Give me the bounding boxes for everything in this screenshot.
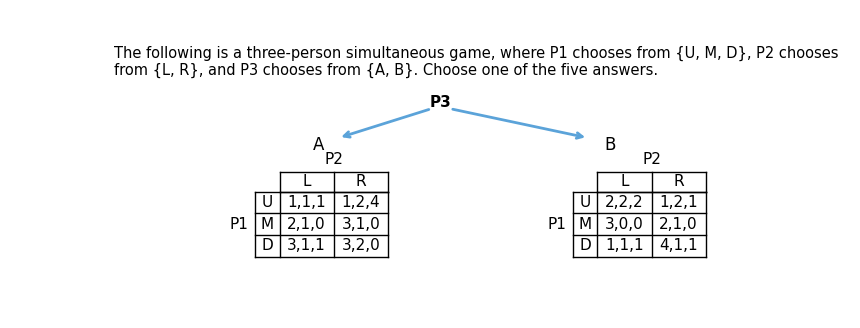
- Text: 3,2,0: 3,2,0: [341, 238, 380, 253]
- Text: L: L: [620, 174, 629, 189]
- Text: M: M: [261, 217, 273, 232]
- Text: A: A: [313, 136, 324, 154]
- Text: U: U: [261, 195, 273, 210]
- Text: L: L: [303, 174, 311, 189]
- Text: 1,2,4: 1,2,4: [341, 195, 380, 210]
- Text: 4,1,1: 4,1,1: [660, 238, 698, 253]
- Text: 1,2,1: 1,2,1: [660, 195, 698, 210]
- Text: 2,1,0: 2,1,0: [660, 217, 698, 232]
- Text: The following is a three-person simultaneous game, where P1 chooses from {U, M, : The following is a three-person simultan…: [114, 46, 838, 78]
- Text: D: D: [261, 238, 273, 253]
- Text: P1: P1: [230, 217, 249, 232]
- Text: P3: P3: [430, 95, 452, 110]
- Text: 1,1,1: 1,1,1: [287, 195, 326, 210]
- Text: P1: P1: [548, 217, 567, 232]
- Text: B: B: [604, 136, 616, 154]
- Text: P2: P2: [324, 152, 343, 167]
- Text: 2,1,0: 2,1,0: [287, 217, 326, 232]
- Text: R: R: [673, 174, 684, 189]
- Text: 2,2,2: 2,2,2: [605, 195, 644, 210]
- Text: 3,0,0: 3,0,0: [605, 217, 644, 232]
- Text: M: M: [578, 217, 592, 232]
- Text: U: U: [580, 195, 591, 210]
- Text: R: R: [356, 174, 366, 189]
- Text: D: D: [579, 238, 591, 253]
- Text: 3,1,0: 3,1,0: [341, 217, 380, 232]
- Text: 3,1,1: 3,1,1: [287, 238, 326, 253]
- Text: 1,1,1: 1,1,1: [605, 238, 644, 253]
- Text: P2: P2: [642, 152, 661, 167]
